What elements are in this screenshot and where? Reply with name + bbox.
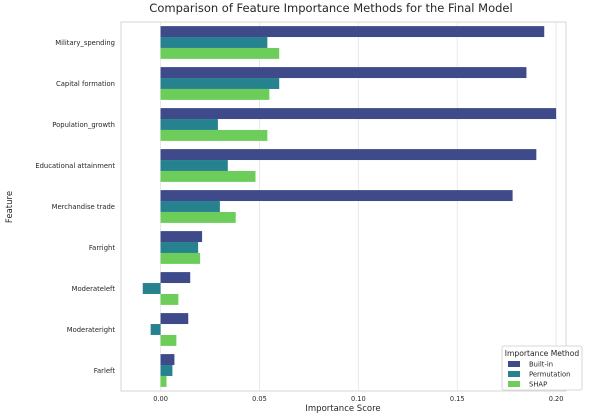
x-tick-label: 0.10 xyxy=(351,395,366,403)
bar-shap xyxy=(160,334,177,346)
bar-permutation xyxy=(142,283,161,294)
legend-box xyxy=(501,345,583,391)
bar-permutation xyxy=(160,242,199,253)
bar-built-in xyxy=(160,108,557,120)
legend-swatch xyxy=(508,371,520,377)
bar-shap xyxy=(160,293,179,305)
bar-shap xyxy=(160,47,280,59)
bar-built-in xyxy=(160,149,537,161)
bar-built-in xyxy=(160,354,175,366)
legend-title: Importance Method xyxy=(505,349,580,358)
bar-permutation xyxy=(150,324,161,335)
legend-label: SHAP xyxy=(529,381,547,389)
bar-shap xyxy=(160,88,270,100)
y-tick-label: Farleft xyxy=(94,367,116,375)
bar-built-in xyxy=(160,67,527,79)
bar-shap xyxy=(160,211,236,223)
y-tick-labels: Military_spending Capital formation Popula… xyxy=(35,39,115,375)
bar-built-in xyxy=(160,313,189,325)
bar-built-in xyxy=(160,26,545,38)
x-tick-label: 0.20 xyxy=(549,395,564,403)
bar-permutation xyxy=(160,37,268,48)
bar-built-in xyxy=(160,272,191,284)
y-tick-label: Capital formation xyxy=(56,80,115,88)
x-tick-label: 0.05 xyxy=(252,395,267,403)
bar-permutation xyxy=(160,78,280,89)
bar-built-in xyxy=(160,231,203,243)
chart-title: Comparison of Feature Importance Methods… xyxy=(149,1,512,15)
y-tick-label: Moderateright xyxy=(67,326,116,334)
y-tick-label: Military_spending xyxy=(55,39,115,47)
legend-swatch xyxy=(508,381,520,387)
y-tick-label: Moderateleft xyxy=(72,285,116,293)
bar-shap xyxy=(160,129,268,141)
bars xyxy=(142,26,557,387)
bar-permutation xyxy=(160,201,220,212)
bar-permutation xyxy=(160,119,218,130)
legend-label: Permutation xyxy=(529,371,571,379)
x-tick-label: 0.00 xyxy=(153,395,168,403)
bar-shap xyxy=(160,375,167,387)
x-tick-label: 0.15 xyxy=(450,395,465,403)
bar-shap xyxy=(160,252,201,264)
x-axis-title: Importance Score xyxy=(305,404,380,414)
legend-items: Built-in Permutation SHAP xyxy=(508,361,571,389)
y-tick-label: Educational attainment xyxy=(35,162,115,170)
bar-permutation xyxy=(160,160,228,171)
y-tick-label: Merchandise trade xyxy=(52,203,115,211)
bar-built-in xyxy=(160,190,513,202)
y-tick-label: Population_growth xyxy=(52,121,115,129)
legend: Importance Method Built-in Permutation SHA… xyxy=(501,345,583,391)
bar-permutation xyxy=(160,365,173,376)
legend-label: Built-in xyxy=(529,361,553,369)
x-tick-labels: 0.00 0.05 0.10 0.15 0.20 xyxy=(153,395,563,403)
legend-swatch xyxy=(508,361,520,367)
y-axis-title: Feature xyxy=(5,191,15,223)
bar-shap xyxy=(160,170,256,182)
y-tick-label: Farright xyxy=(89,244,115,252)
